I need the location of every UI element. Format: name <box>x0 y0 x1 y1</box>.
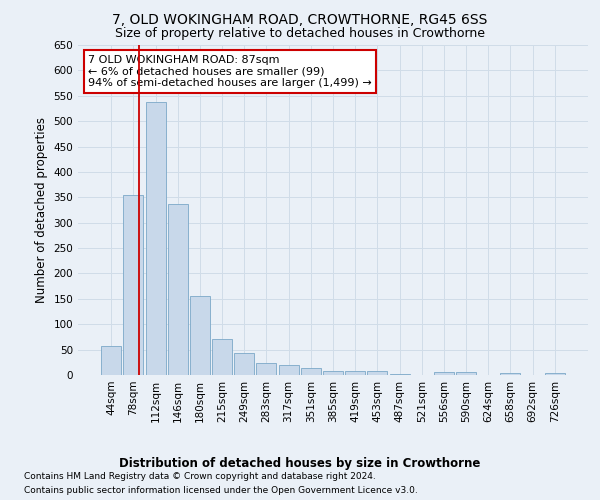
Text: Contains public sector information licensed under the Open Government Licence v3: Contains public sector information licen… <box>24 486 418 495</box>
Bar <box>234 353 254 375</box>
Bar <box>367 372 388 375</box>
Bar <box>301 368 321 375</box>
Bar <box>168 204 188 375</box>
Text: 7, OLD WOKINGHAM ROAD, CROWTHORNE, RG45 6SS: 7, OLD WOKINGHAM ROAD, CROWTHORNE, RG45 … <box>112 12 488 26</box>
Text: Contains HM Land Registry data © Crown copyright and database right 2024.: Contains HM Land Registry data © Crown c… <box>24 472 376 481</box>
Bar <box>101 346 121 375</box>
Text: 7 OLD WOKINGHAM ROAD: 87sqm
← 6% of detached houses are smaller (99)
94% of semi: 7 OLD WOKINGHAM ROAD: 87sqm ← 6% of deta… <box>88 55 372 88</box>
Bar <box>146 102 166 375</box>
Bar <box>212 340 232 375</box>
Y-axis label: Number of detached properties: Number of detached properties <box>35 117 48 303</box>
Bar <box>545 373 565 375</box>
Bar <box>190 296 210 375</box>
Text: Distribution of detached houses by size in Crowthorne: Distribution of detached houses by size … <box>119 458 481 470</box>
Bar <box>500 374 520 375</box>
Bar <box>323 372 343 375</box>
Bar <box>278 365 299 375</box>
Text: Size of property relative to detached houses in Crowthorne: Size of property relative to detached ho… <box>115 28 485 40</box>
Bar <box>456 372 476 375</box>
Bar <box>345 372 365 375</box>
Bar <box>256 363 277 375</box>
Bar <box>389 374 410 375</box>
Bar <box>124 195 143 375</box>
Bar <box>434 372 454 375</box>
